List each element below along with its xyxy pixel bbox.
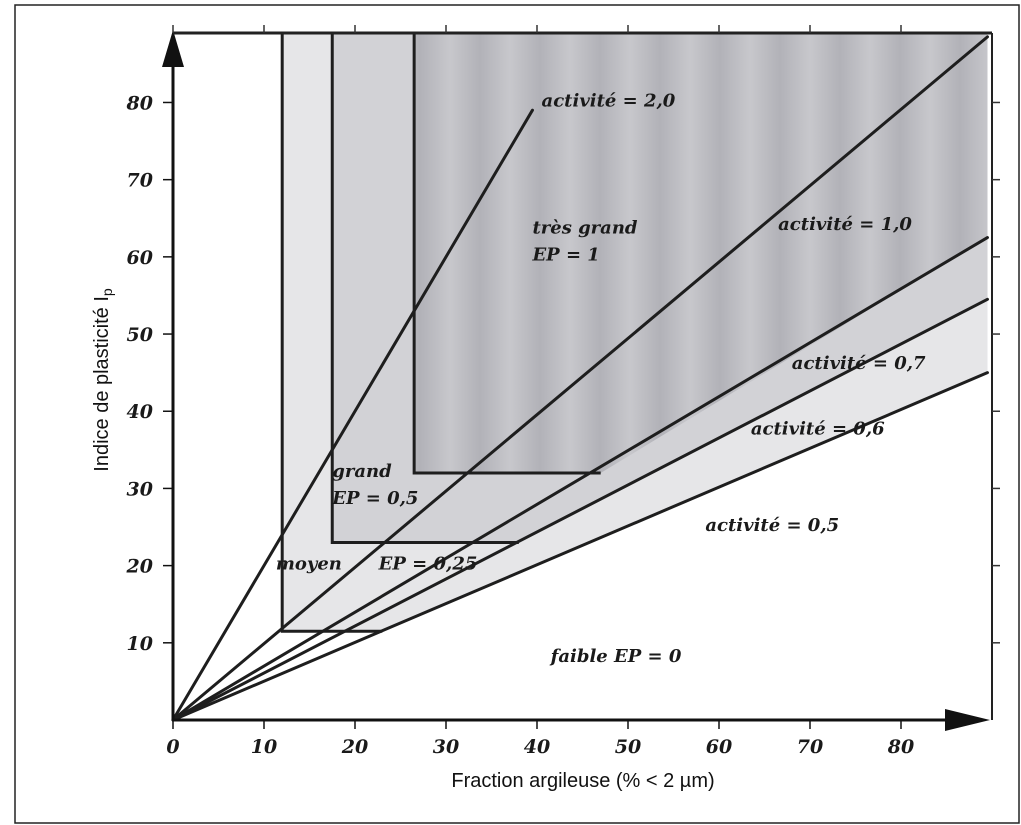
- x-tick-label: 50: [615, 736, 641, 758]
- x-tick-label: 80: [887, 736, 914, 758]
- x-axis-arrow: [945, 709, 990, 731]
- region-outline-moyen-ep-0-25: [280, 33, 383, 633]
- line-activite-0-6: [171, 297, 989, 722]
- annotation-ep-0-5: EP = 0,5: [331, 488, 418, 509]
- axes-layer: 0 10 20 30 40 50 60 70 80 10 20 30 40 50 60 70 80: [126, 25, 1000, 758]
- region-texture: [414, 33, 988, 473]
- x-tick-label: 60: [706, 736, 732, 758]
- x-tick-label: 40: [524, 736, 550, 758]
- annotation-activite-0-6: activité = 0,6: [751, 418, 885, 439]
- annotation-tres-grand: très grand: [532, 218, 637, 239]
- y-axis-title: Indice de plasticité Ip: [91, 288, 115, 472]
- region-outline-grand-ep-0-5: [330, 33, 519, 544]
- outer-border: [14, 4, 1020, 824]
- line-activite-1-0: [171, 35, 989, 722]
- y-tick-label: 40: [127, 401, 153, 423]
- annotation-activite-1-0: activité = 1,0: [778, 214, 912, 235]
- y-tick-label: 30: [127, 478, 153, 500]
- annotation-activite-0-7: activité = 0,7: [792, 353, 926, 374]
- annotations-layer: activité = 2,0 très grand EP = 1 activité =…: [276, 90, 926, 667]
- y-tick-label: 20: [126, 556, 153, 578]
- x-tick-label: 0: [166, 736, 179, 758]
- annotation-activite-2-0: activité = 2,0: [542, 90, 676, 111]
- annotation-ep-0-25: EP = 0,25: [378, 553, 478, 574]
- y-tick-label: 50: [127, 324, 153, 346]
- region-outline-tres-grand-ep-1: [412, 33, 601, 475]
- annotation-moyen: moyen: [276, 553, 342, 574]
- activity-lines-layer: [171, 35, 989, 722]
- line-activite-0-7: [171, 236, 989, 722]
- y-tick-label: 70: [127, 170, 153, 192]
- x-tick-label: 20: [341, 736, 368, 758]
- x-axis-title: Fraction argileuse (% < 2 µm): [451, 770, 714, 792]
- x-tick-label: 10: [251, 736, 277, 758]
- annotation-grand: grand: [332, 461, 392, 482]
- x-tick-label: 70: [797, 736, 823, 758]
- y-axis-arrow: [162, 30, 184, 67]
- line-activite-0-5: [171, 371, 989, 722]
- y-tick-label: 60: [127, 247, 153, 269]
- y-tick-label: 80: [126, 92, 153, 114]
- annotation-ep-1: EP = 1: [531, 245, 599, 266]
- annotation-activite-0-5: activité = 0,5: [705, 515, 839, 536]
- x-tick-label: 30: [433, 736, 459, 758]
- annotation-faible-ep-0: faible EP = 0: [549, 646, 682, 667]
- line-activite-2-0: [171, 108, 534, 722]
- y-tick-label: 10: [127, 633, 153, 655]
